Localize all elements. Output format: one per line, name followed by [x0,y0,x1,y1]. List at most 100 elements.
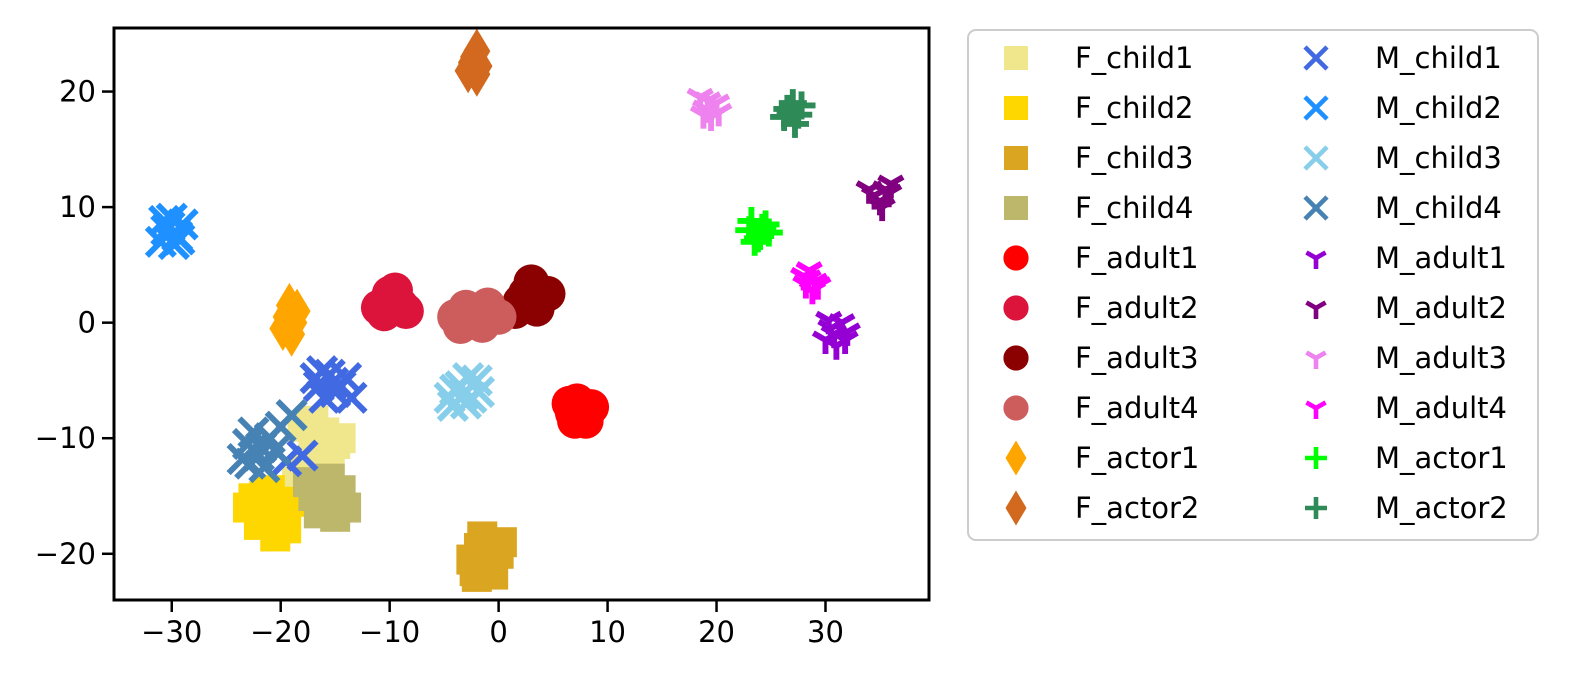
legend-marker [1004,96,1028,120]
series-f-adult1 [551,383,610,439]
series-m-child3 [433,362,496,422]
data-point [458,43,486,89]
legend-label: F_child3 [1075,141,1193,175]
series-m-adult1 [811,310,861,360]
data-point [689,105,718,129]
legend-item: M_actor1 [1305,441,1508,475]
legend-item: F_adult4 [1003,391,1199,425]
data-point [245,431,278,464]
legend-marker [1004,146,1028,170]
legend-marker [1003,245,1029,271]
data-point [306,355,339,388]
data-point [780,109,809,138]
y-tick-label: 10 [59,190,96,224]
legend-marker [1305,400,1327,419]
data-point [461,561,492,592]
legend-item: M_child4 [1303,191,1502,225]
x-tick-label: 0 [489,615,507,649]
legend-item: F_adult3 [1003,341,1199,375]
legend-label: M_child4 [1375,191,1502,225]
series-f-adult3 [497,264,566,329]
data-point [278,302,306,348]
series-m-actor2 [770,89,816,138]
x-tick-label: 20 [698,615,735,649]
legend-item: F_adult2 [1003,291,1199,325]
legend-label: M_actor2 [1375,491,1508,525]
data-point [148,204,181,238]
data-point [453,295,490,332]
legend-label: F_child2 [1075,91,1193,125]
legend-item: M_adult3 [1305,341,1507,375]
legend-item: F_actor1 [1005,440,1199,476]
data-point [855,180,883,204]
legend-marker [1303,145,1329,171]
data-point [743,224,772,253]
legend-marker [1303,195,1329,221]
x-tick-label: −20 [250,615,311,649]
legend-label: M_child2 [1375,91,1502,125]
x-tick-label: −30 [141,615,202,649]
series-f-adult2 [360,272,424,332]
series-m-adult4 [790,261,832,305]
series-m-child1 [270,355,368,478]
data-point [452,362,485,395]
legend-marker [1305,250,1327,269]
legend-label: F_adult4 [1075,391,1199,425]
legend-marker [1004,196,1028,220]
data-point [369,286,406,323]
legend-label: F_adult2 [1075,291,1199,325]
x-tick-label: −10 [359,615,420,649]
legend-label: F_adult1 [1075,241,1199,275]
data-point [831,330,859,354]
data-point [815,310,843,335]
legend-item: F_actor2 [1005,490,1199,526]
series-f-adult4 [437,287,517,344]
series-m-child4 [226,399,308,484]
legend-item: F_adult1 [1003,241,1199,275]
legend-marker [1305,447,1327,469]
legend-marker [1305,300,1327,319]
legend-marker [1303,45,1329,71]
legend-marker [1305,497,1327,519]
x-tick-label: 10 [589,615,626,649]
data-point [515,281,552,318]
y-tick-label: 0 [78,306,96,340]
legend-marker [1005,440,1027,476]
series-m-actor1 [735,206,783,256]
data-point [157,228,191,261]
data-point [275,399,308,432]
legend-label: F_actor1 [1075,441,1199,475]
legend-marker [1004,46,1028,70]
legend-label: M_child1 [1375,41,1502,75]
data-point [436,389,469,422]
x-tick-label: 30 [807,615,844,649]
data-point [554,394,591,431]
legend-item: F_child3 [1004,141,1193,175]
legend-marker [1305,350,1327,369]
legend-item: M_adult4 [1305,391,1507,425]
series-m-adult3 [686,87,733,131]
legend-marker [1303,95,1329,121]
y-tick-label: −10 [35,421,96,455]
legend-label: M_actor1 [1375,441,1508,475]
legend-item: F_child1 [1004,41,1193,75]
series-f-child4 [292,463,362,532]
y-tick-label: −20 [35,537,96,571]
series-m-adult2 [855,174,905,222]
legend-label: F_adult3 [1075,341,1199,375]
legend-item: F_child2 [1004,91,1193,125]
legend-label: F_child1 [1075,41,1193,75]
legend-item: M_child3 [1303,141,1502,175]
data-point [252,501,283,532]
plot-frame [112,26,931,602]
legend-item: M_child2 [1303,91,1502,125]
legend-label: F_child4 [1075,191,1193,225]
legend-marker [1003,295,1029,321]
data-point [776,97,805,126]
data-point [234,447,267,480]
legend-label: M_child3 [1375,141,1502,175]
data-point [794,269,822,293]
legend-label: F_actor2 [1075,491,1199,525]
legend-item: M_actor2 [1305,491,1508,525]
